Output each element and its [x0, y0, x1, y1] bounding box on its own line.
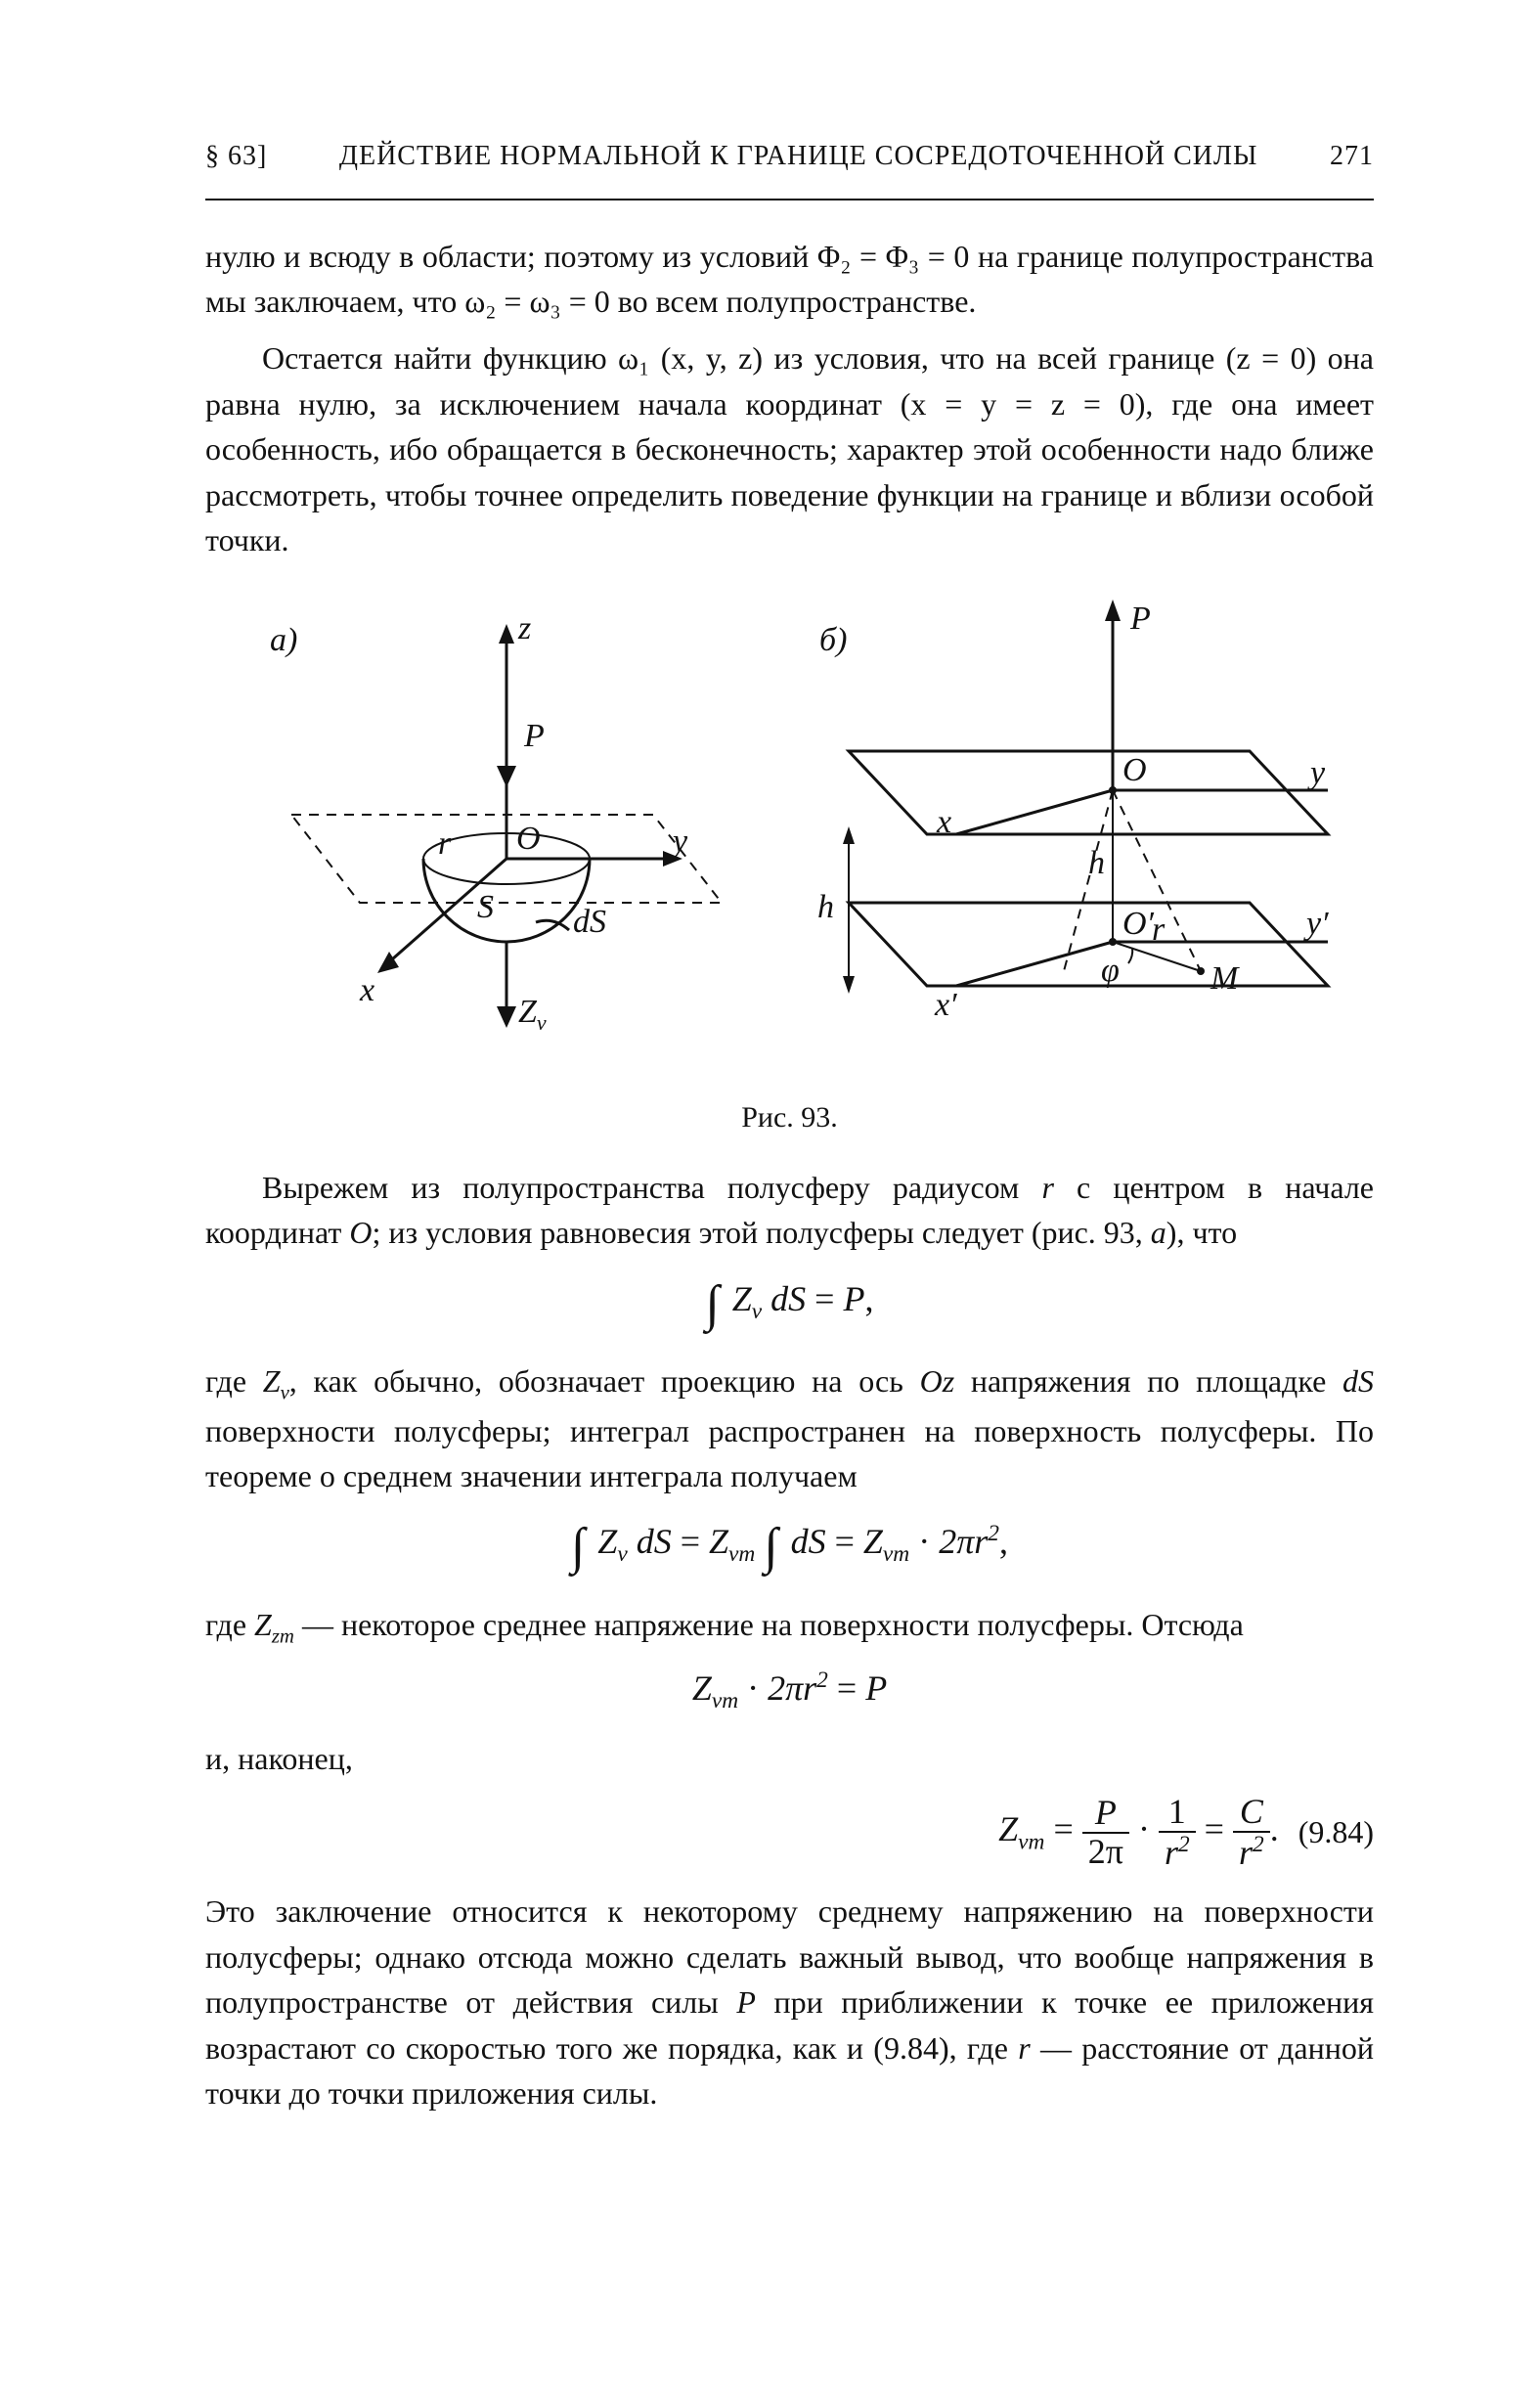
- p5a: где: [205, 1607, 254, 1642]
- page-number: 271: [1330, 137, 1374, 177]
- sym-Zv: Zv: [263, 1363, 289, 1399]
- fig-b-phi: φ: [1101, 953, 1120, 989]
- sym-Oz: Oz: [920, 1363, 955, 1399]
- para-7: Это заключение относится к некоторому ср…: [205, 1889, 1374, 2115]
- fig-b-label: б): [819, 622, 847, 658]
- fig-b-xp-axis: [956, 942, 1113, 986]
- fig-b-P: P: [1129, 600, 1151, 637]
- header-rule: [205, 199, 1374, 200]
- sym-a: а: [1151, 1215, 1166, 1250]
- para-6: и, наконец,: [205, 1736, 1374, 1781]
- figure-93a: a) z y x dS: [270, 610, 722, 1035]
- section-mark: § 63]: [205, 137, 267, 177]
- running-head: § 63] ДЕЙСТВИЕ НОРМАЛЬНОЙ К ГРАНИЦЕ СОСР…: [205, 137, 1374, 177]
- para-5: где Zzm — некоторое среднее напряжение н…: [205, 1602, 1374, 1652]
- p4b: , как обычно, обозначает проекцию на ось: [289, 1363, 920, 1399]
- fig-b-xp: x′: [934, 987, 957, 1023]
- figure-93b: б) P O y x h: [817, 600, 1329, 1023]
- eq4-number: (9.84): [1298, 1809, 1374, 1854]
- p4a: где: [205, 1363, 263, 1399]
- equation-2: ∫ Zv dS = Zvm ∫ dS = Zvm · 2πr2,: [205, 1510, 1374, 1583]
- p3c: ; из условия равновесия этой полусферы с…: [373, 1215, 1151, 1250]
- p5b: — некоторое среднее напряжение на поверх…: [294, 1607, 1244, 1642]
- fig-a-Zv-arrow: [497, 1006, 516, 1028]
- sym-r2: r: [1018, 2030, 1030, 2066]
- sym-dS: dS: [1342, 1363, 1374, 1399]
- sym-P: P: [736, 1984, 756, 2020]
- sym-O: O: [349, 1215, 372, 1250]
- fig-b-upper-plane: [849, 751, 1328, 834]
- fig-b-x: x: [936, 804, 951, 840]
- para-1: нулю и всюду в области; поэтому из услов…: [205, 234, 1374, 325]
- fig-a-label: a): [270, 622, 297, 658]
- para-2: Остается найти функцию ω₁ (x, y, z) из у…: [205, 335, 1374, 562]
- fig-b-h-left-dn: [843, 976, 855, 994]
- fig-a-Zv: Zv: [518, 994, 547, 1035]
- fig-b-h-left-up: [843, 826, 855, 844]
- p3a: Вырежем из полупространства полусферу ра…: [262, 1170, 1041, 1205]
- equation-3: Zvm · 2πr2 = P: [205, 1663, 1374, 1718]
- fig-a-z-arrow: [499, 624, 514, 644]
- fig-a-x-label: x: [359, 972, 374, 1008]
- fig-a-dS: dS: [573, 904, 606, 940]
- fig-a-y-label: y: [670, 823, 688, 860]
- figure-93-svg: a) z y x dS: [213, 580, 1367, 1089]
- sym-Zzm: Zzm: [254, 1607, 294, 1642]
- equation-4: Zvm = P2π · 1r2 = Cr2. (9.84): [205, 1794, 1374, 1872]
- figure-93-caption: Рис. 93.: [205, 1096, 1374, 1139]
- fig-a-hemisphere: [423, 859, 590, 942]
- para-4: где Zv, как обычно, обозначает проекцию …: [205, 1358, 1374, 1498]
- fig-a-O: O: [516, 821, 541, 857]
- p4c: напряжения по площадке: [954, 1363, 1342, 1399]
- fig-b-M-dot: [1197, 967, 1205, 975]
- fig-a-r: r: [438, 825, 452, 862]
- fig-b-Op: O′: [1122, 906, 1155, 942]
- fig-a-P-arrow: [497, 766, 516, 787]
- fig-b-y: y: [1307, 755, 1326, 791]
- p4d: поверхности полусферы; интеграл распрост…: [205, 1413, 1374, 1493]
- p3d: ), что: [1166, 1215, 1237, 1250]
- fig-b-yp: y′: [1303, 906, 1329, 942]
- sym-r: r: [1041, 1170, 1053, 1205]
- fig-b-phi-arc: [1128, 948, 1132, 963]
- fig-b-M: M: [1210, 960, 1240, 997]
- fig-b-O: O: [1122, 752, 1147, 788]
- equation-1: ∫ Zv dS = P,: [205, 1268, 1374, 1341]
- fig-b-r: r: [1152, 912, 1166, 948]
- fig-b-h-left: h: [817, 889, 834, 925]
- running-title: ДЕЙСТВИЕ НОРМАЛЬНОЙ К ГРАНИЦЕ СОСРЕДОТОЧ…: [267, 137, 1330, 177]
- page: § 63] ДЕЙСТВИЕ НОРМАЛЬНОЙ К ГРАНИЦЕ СОСР…: [0, 0, 1540, 2402]
- fig-a-z-label: z: [517, 610, 531, 646]
- fig-a-S: S: [477, 889, 494, 925]
- figure-93: a) z y x dS: [205, 580, 1374, 1139]
- fig-a-P: P: [523, 718, 545, 754]
- fig-b-P-arrow: [1105, 600, 1121, 621]
- para-3: Вырежем из полупространства полусферу ра…: [205, 1165, 1374, 1256]
- fig-b-x-axis: [956, 790, 1113, 834]
- fig-b-lower-plane: [849, 903, 1328, 986]
